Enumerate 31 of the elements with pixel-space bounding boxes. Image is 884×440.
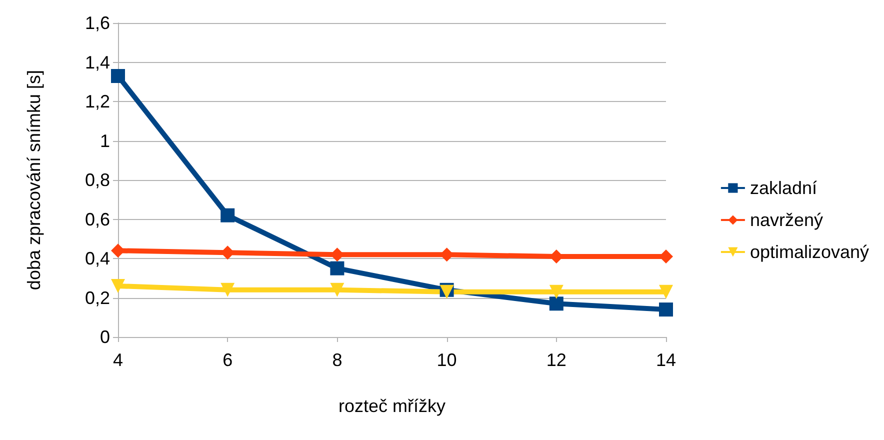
point bbox=[659, 284, 673, 299]
y-tick-label: 0,6 bbox=[84, 209, 110, 230]
point bbox=[549, 296, 564, 311]
point bbox=[111, 244, 125, 258]
legend-label: navržený bbox=[750, 210, 823, 230]
point bbox=[659, 302, 673, 317]
legend-label: zakladní bbox=[750, 178, 817, 198]
x-tick-label: 4 bbox=[112, 350, 124, 370]
point bbox=[111, 68, 125, 83]
y-tick-label: 0 bbox=[100, 327, 110, 347]
point bbox=[330, 282, 344, 297]
x-tick-label: 12 bbox=[546, 350, 566, 370]
x-tick-label: 6 bbox=[222, 350, 233, 370]
x-tick-label: 14 bbox=[656, 350, 676, 370]
y-tick-label: 1,2 bbox=[84, 92, 110, 112]
legend-label: optimalizovaný bbox=[750, 242, 870, 262]
y-axis-title: doba zpracování snímku [s] bbox=[24, 70, 44, 290]
point bbox=[549, 284, 564, 299]
y-tick-label: 0,2 bbox=[84, 288, 110, 308]
y-tick-label: 1 bbox=[100, 130, 110, 151]
point bbox=[111, 278, 125, 293]
point bbox=[330, 261, 344, 276]
point bbox=[220, 282, 235, 297]
x-tick-label: 8 bbox=[332, 350, 342, 370]
point bbox=[220, 208, 235, 222]
x-tick-label: 10 bbox=[436, 350, 457, 370]
x-axis-title: rozteč mřížky bbox=[338, 396, 446, 416]
y-tick-label: 0,8 bbox=[84, 170, 110, 190]
y-tick-label: 0,4 bbox=[84, 248, 110, 268]
y-tick-label: 1,6 bbox=[84, 13, 110, 33]
y-tick-label: 1,4 bbox=[84, 52, 110, 72]
